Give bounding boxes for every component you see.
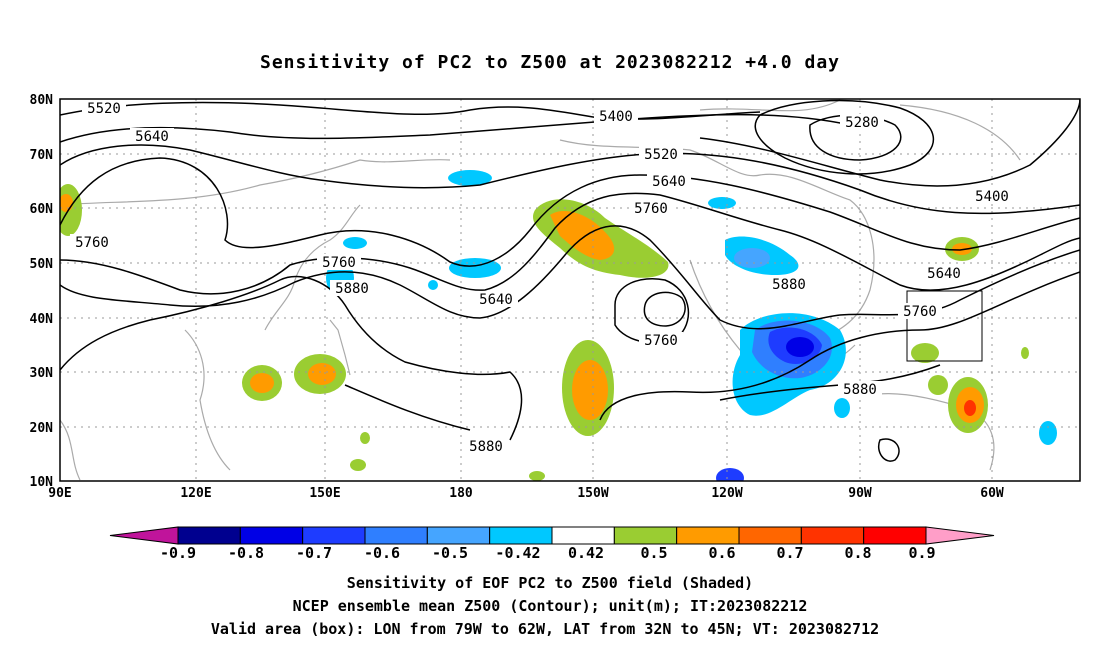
lon-tick-label: 60W [980,486,1004,501]
lon-tick-label: 90E [48,486,71,501]
contour-label: 5760 [75,235,109,251]
colorbar-segment [489,526,553,545]
colorbar-tick-label: -0.5 [432,544,468,562]
lat-tick-label: 30N [30,366,54,381]
coastlines [60,99,1021,481]
contour-label: 5520 [87,101,121,117]
colorbar-segment [426,526,491,545]
caption-line-3: Valid area (box): LON from 79W to 62W, L… [211,620,879,638]
colorbar-segment [177,526,241,545]
colorbar-tick-label: -0.42 [495,544,540,562]
map-frame [59,98,1081,482]
contour-label: 5400 [599,109,633,125]
colorbar-segment [364,526,428,545]
lat-tick-label: 60N [30,202,54,217]
contour-label: 5760 [634,201,668,217]
colorbar-tick-label: 0.42 [568,544,604,562]
contour-label: 5280 [845,115,879,131]
contour-label: 5880 [469,439,503,455]
lon-tick-label: 120W [711,486,742,501]
map-panel [60,99,1080,481]
colorbar-tick-label: 0.9 [908,544,935,562]
colorbar-tick-label: 0.7 [776,544,803,562]
lon-tick-label: 180 [449,486,473,501]
colorbar-tick-label: 0.8 [844,544,871,562]
lon-tick-label: 120E [180,486,211,501]
contour-label: 5880 [843,382,877,398]
contour-label: 5880 [335,281,369,297]
contour-label: 5640 [652,174,686,190]
lat-tick-label: 50N [30,257,54,272]
contour-label: 5640 [479,292,513,308]
lon-tick-label: 90W [848,486,872,501]
colorbar-tick-label: -0.6 [364,544,400,562]
lat-lon-grid [60,99,1080,481]
contour-label: 5520 [644,147,678,163]
colorbar-segment [302,526,366,545]
lon-tick-label: 150W [577,486,608,501]
lat-tick-label: 80N [30,93,54,108]
caption-line-1: Sensitivity of EOF PC2 to Z500 field (Sh… [347,574,753,592]
lat-tick-label: 20N [30,421,54,436]
contour-label: 5760 [322,255,356,271]
colorbar-segment [109,526,179,545]
caption-line-2: NCEP ensemble mean Z500 (Contour); unit(… [293,597,808,615]
sensitivity-shading [60,170,1057,481]
colorbar-tick-label: -0.7 [296,544,332,562]
colorbar-ticks: -0.9 -0.8 -0.7 -0.6 -0.5 -0.42 0.42 0.5 … [160,544,936,562]
valid-area-box [906,290,983,362]
colorbar-tick-label: 0.6 [708,544,735,562]
contour-label: 5760 [644,333,678,349]
contour-labels: 5520 5640 5400 5280 5520 5640 5400 5760 … [70,100,1014,455]
z500-contours [60,99,1080,462]
colorbar-segment [239,526,304,545]
lat-tick-label: 70N [30,148,54,163]
lon-axis: 90E 120E 150E 180 150W 120W 90W 60W [48,486,1004,501]
colorbar-segment [925,526,995,545]
lat-tick-label: 40N [30,312,54,327]
colorbar-segment [738,526,802,545]
colorbar-tick-label: 0.5 [640,544,667,562]
contour-label: 5640 [927,266,961,282]
lon-tick-label: 150E [309,486,340,501]
map-title: Sensitivity of PC2 to Z500 at 2023082212… [260,52,840,73]
contour-label: 5640 [135,129,169,145]
lat-axis: 80N 70N 60N 50N 40N 30N 20N 10N [30,93,54,490]
colorbar-segment [551,526,615,545]
colorbar-segment [800,526,865,545]
colorbar [109,526,995,545]
contour-label: 5880 [772,277,806,293]
contour-label: 5760 [903,304,937,320]
colorbar-tick-label: -0.9 [160,544,196,562]
lat-tick-label: 10N [30,475,54,490]
colorbar-segment [613,526,678,545]
colorbar-segment [863,526,927,545]
colorbar-tick-label: -0.8 [228,544,264,562]
colorbar-segment [676,526,740,545]
contour-label: 5400 [975,189,1009,205]
